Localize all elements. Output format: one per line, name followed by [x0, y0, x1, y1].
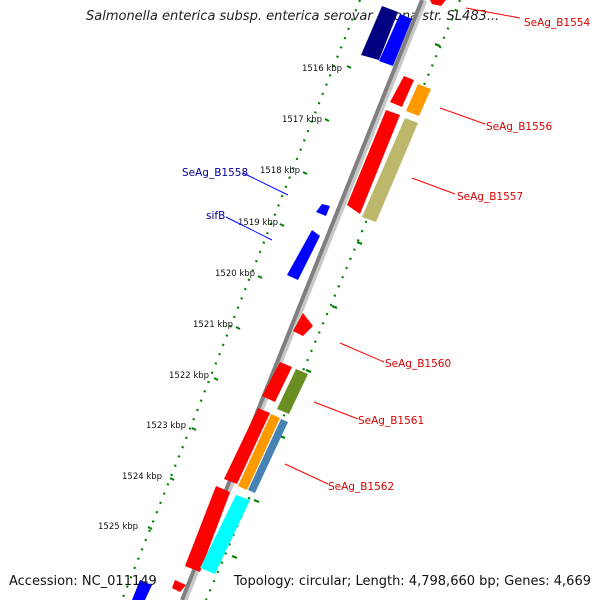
cds-cog-cyan — [200, 495, 250, 574]
cds-reverse-navy — [361, 6, 398, 60]
ruler-tick — [191, 427, 197, 431]
cds-forward-top — [430, 0, 446, 6]
ruler-tick — [257, 275, 263, 279]
ruler-tick — [235, 326, 241, 330]
cds-reverse — [316, 204, 330, 216]
tick-label: 1520 kbp — [215, 269, 255, 279]
cds-forward — [293, 313, 313, 336]
genome-stats: Topology: circular; Length: 4,798,660 bp… — [233, 574, 591, 589]
gene-label: SeAg_B1561 — [358, 415, 424, 427]
ruler-tick — [213, 377, 219, 381]
callout-lines — [225, 7, 521, 485]
gene-label: SeAg_B1556 — [486, 121, 552, 133]
tick-label: 1522 kbp — [169, 371, 209, 381]
genes-value: 4,669 — [553, 574, 591, 589]
cds-cog-steel — [248, 419, 288, 493]
tick-label: 1525 kbp — [98, 522, 138, 532]
ruler-tick — [169, 477, 175, 481]
tick-label: 1517 kbp — [282, 115, 322, 125]
cds-cog-orange — [406, 84, 431, 116]
ruler-tick — [279, 223, 285, 227]
cds-cog-orange — [238, 414, 280, 490]
ruler-tick — [147, 526, 153, 530]
gene-label: SeAg_B1558 — [182, 167, 248, 179]
cds-forward — [390, 76, 414, 107]
gene-label: SeAg_B1557 — [457, 191, 523, 203]
accession-label: Accession: — [9, 574, 78, 589]
gene-label: sifB — [206, 210, 225, 222]
topology-label: Topology: — [233, 574, 295, 589]
cds-forward — [347, 110, 400, 214]
topology-value: circular — [298, 574, 347, 589]
tick-label: 1524 kbp — [122, 472, 162, 482]
length-value: 4,798,660 bp — [408, 574, 496, 589]
cds-forward — [185, 486, 230, 572]
ruler-tick — [346, 65, 352, 69]
cds-reverse — [287, 230, 320, 280]
accession-value: NC_011149 — [81, 574, 157, 589]
gene-label: SeAg_B1554 — [524, 17, 590, 29]
cds-reverse — [132, 580, 152, 600]
gene-label: SeAg_B1560 — [385, 358, 451, 370]
tick-label: 1518 kbp — [260, 166, 300, 176]
length-label: Length: — [355, 574, 405, 589]
cds-forward — [172, 580, 186, 592]
ruler-tick — [324, 118, 330, 122]
genes-label: Genes: — [504, 574, 550, 589]
ruler-tick — [302, 171, 308, 175]
ruler-ticks — [147, 65, 352, 530]
cds-reverse-blue — [379, 14, 412, 66]
tick-label: 1521 kbp — [193, 320, 233, 330]
cds-cog-khaki — [362, 118, 418, 222]
gene-label: SeAg_B1562 — [328, 481, 394, 493]
tick-label: 1516 kbp — [302, 64, 342, 74]
cds-forward — [262, 362, 292, 402]
ruler-labels: 1516 kbp 1517 kbp 1518 kbp 1519 kbp 1520… — [98, 64, 342, 532]
accession-info: Accession: NC_011149 — [9, 574, 157, 589]
tick-label: 1523 kbp — [146, 421, 186, 431]
gene-labels: SeAg_B1554 SeAg_B1556 SeAg_B1557 SeAg_B1… — [182, 17, 590, 493]
cds-cog-olive — [277, 369, 308, 414]
cds-forward — [224, 408, 270, 484]
tick-label: 1519 kbp — [238, 218, 278, 228]
